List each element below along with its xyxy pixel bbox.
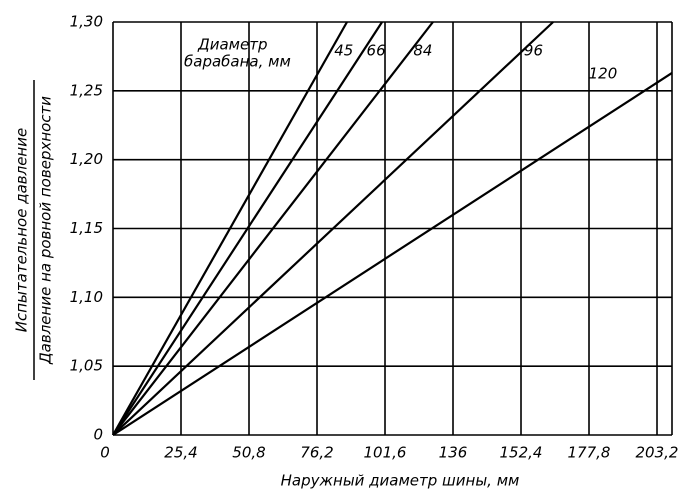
series-label: 45 [334, 42, 353, 60]
line [112, 21, 348, 436]
y-tick-label: 1,15 [70, 219, 103, 237]
x-tick-label: 152,4 [500, 444, 543, 462]
line [112, 72, 673, 436]
x-tick-label: 0 [100, 444, 110, 462]
x-tick-label: 177,8 [568, 444, 611, 462]
line [112, 21, 554, 436]
series-label: 84 [413, 42, 432, 60]
y-label-denominator: Давление на ровной поверхности [37, 96, 55, 365]
series-label: 66 [367, 42, 386, 60]
x-tick-label: 101,6 [364, 444, 407, 462]
y-label-numerator: Испытательное давление [13, 128, 31, 332]
y-tick-label: 1,05 [70, 357, 103, 375]
x-tick-label: 203,2 [636, 444, 679, 462]
annotation: барабана, мм [184, 53, 291, 71]
annotation: Диаметр [197, 36, 267, 54]
y-tick-label: 1,20 [70, 150, 103, 168]
x-tick-label: 136 [439, 444, 468, 462]
y-tick-label: 1,10 [70, 288, 103, 306]
x-label: Наружный диаметр шины, мм [281, 472, 520, 490]
x-tick-label: 25,4 [164, 444, 197, 462]
x-tick-label: 76,2 [300, 444, 333, 462]
y-tick-label: 0 [93, 426, 103, 444]
x-tick-label: 50,8 [232, 444, 265, 462]
y-tick-label: 1,30 [70, 13, 103, 31]
series-label: 96 [524, 42, 543, 60]
line [112, 21, 434, 436]
y-tick-label: 1,25 [70, 81, 103, 99]
series-label: 120 [589, 64, 618, 82]
line [112, 21, 383, 436]
